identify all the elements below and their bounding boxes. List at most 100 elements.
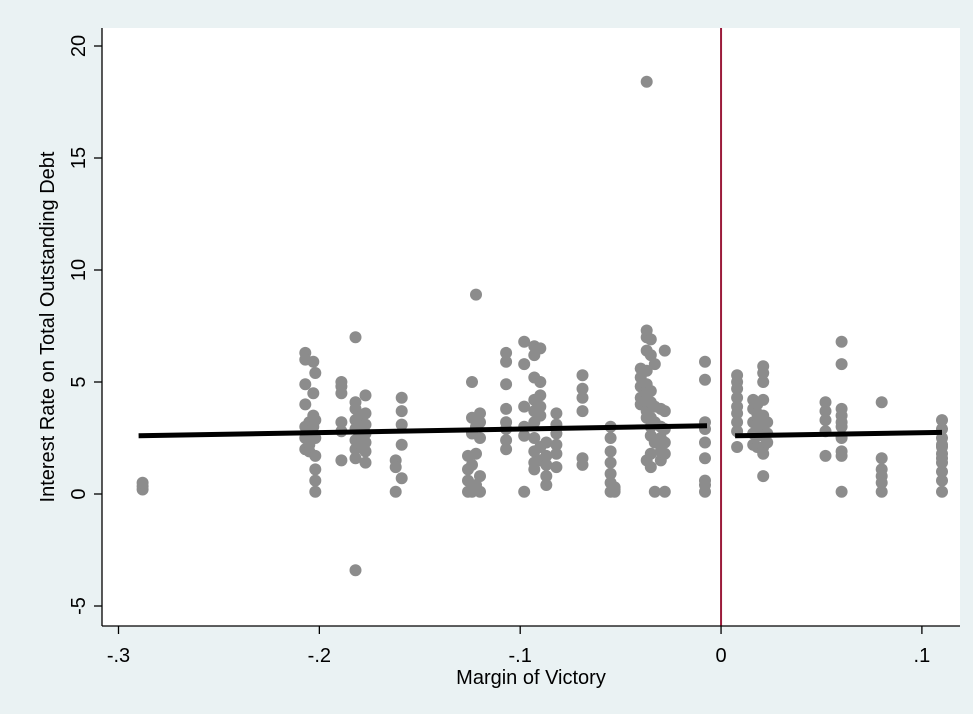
data-point [936, 438, 948, 451]
data-point [819, 449, 832, 462]
data-point [299, 398, 312, 411]
data-point [500, 355, 513, 368]
data-point [835, 358, 848, 371]
data-point [835, 335, 848, 348]
data-point [359, 445, 372, 458]
data-point [528, 463, 541, 476]
data-point [470, 288, 482, 301]
data-point [576, 405, 589, 418]
scatter-points [136, 75, 948, 577]
data-point [819, 414, 832, 427]
data-point [604, 445, 617, 458]
data-point [658, 485, 671, 498]
data-point [309, 463, 322, 476]
data-point [761, 436, 774, 449]
data-point [757, 367, 770, 379]
data-point [658, 436, 671, 449]
x-tick-label: -.3 [107, 645, 130, 667]
data-point [395, 472, 408, 485]
data-point [528, 432, 541, 444]
data-point [576, 391, 589, 404]
y-tick-label: 20 [68, 35, 90, 57]
data-point [335, 416, 348, 429]
data-point [757, 470, 770, 483]
data-point [835, 449, 848, 462]
data-point [309, 485, 322, 498]
data-point [658, 344, 671, 357]
data-point [540, 479, 553, 491]
data-point [349, 452, 362, 465]
x-axis-title: Margin of Victory [456, 667, 606, 689]
data-point [604, 467, 617, 480]
data-point [658, 447, 671, 460]
data-point [658, 405, 671, 418]
y-tick-label: 5 [68, 376, 90, 387]
data-point [466, 458, 478, 471]
data-point [936, 474, 948, 487]
x-tick-label: 0 [715, 645, 726, 667]
data-point [466, 376, 478, 388]
y-tick-label: -5 [68, 597, 90, 615]
data-point [576, 369, 589, 382]
data-point [644, 349, 657, 362]
data-point [307, 355, 320, 368]
data-point [309, 414, 322, 427]
data-point [500, 346, 513, 359]
data-point [648, 485, 661, 498]
data-point [731, 441, 744, 453]
data-point [644, 333, 657, 346]
data-point [349, 331, 362, 344]
data-point [761, 416, 774, 429]
data-point [395, 391, 408, 404]
axes: -.3 -.2 -.1 0 .1 -5 0 5 10 15 20 [68, 28, 960, 667]
data-point [640, 364, 653, 377]
data-point [470, 447, 482, 460]
data-point [500, 434, 513, 447]
y-axis-title: Interest Rate on Total Outstanding Debt [37, 151, 59, 502]
data-point [518, 400, 531, 413]
data-point [550, 438, 563, 451]
data-point [335, 387, 348, 400]
data-point [540, 470, 553, 483]
data-point [731, 382, 744, 395]
x-tick-label: -.1 [509, 645, 532, 667]
data-point [474, 416, 486, 429]
data-point [534, 400, 547, 413]
y-tick-label: 0 [68, 488, 90, 499]
data-point [699, 452, 711, 465]
data-point [474, 432, 486, 444]
data-point [550, 407, 563, 420]
data-point [359, 436, 372, 449]
data-point [395, 418, 408, 431]
data-point [699, 355, 711, 368]
data-point [299, 378, 312, 391]
data-point [608, 483, 621, 496]
data-point [936, 414, 948, 427]
data-point [307, 387, 320, 400]
data-point [500, 378, 513, 391]
data-point [875, 476, 888, 489]
data-point [550, 447, 563, 460]
data-point [359, 407, 372, 420]
fit-line-right [735, 429, 943, 439]
data-point [644, 447, 657, 460]
data-point [500, 402, 513, 415]
data-point [309, 367, 322, 379]
data-point [500, 443, 513, 456]
data-point [731, 407, 744, 420]
data-point [389, 485, 402, 498]
data-point [309, 474, 322, 487]
data-point [648, 358, 661, 371]
data-point [359, 389, 372, 402]
data-point [534, 376, 547, 388]
data-point [576, 382, 589, 395]
data-point [731, 391, 744, 404]
data-point [395, 438, 408, 451]
data-point [819, 396, 832, 409]
data-point [757, 376, 770, 388]
x-tick-label: .1 [914, 645, 931, 667]
data-point [389, 461, 402, 474]
data-point [518, 358, 531, 371]
data-point [309, 449, 322, 462]
